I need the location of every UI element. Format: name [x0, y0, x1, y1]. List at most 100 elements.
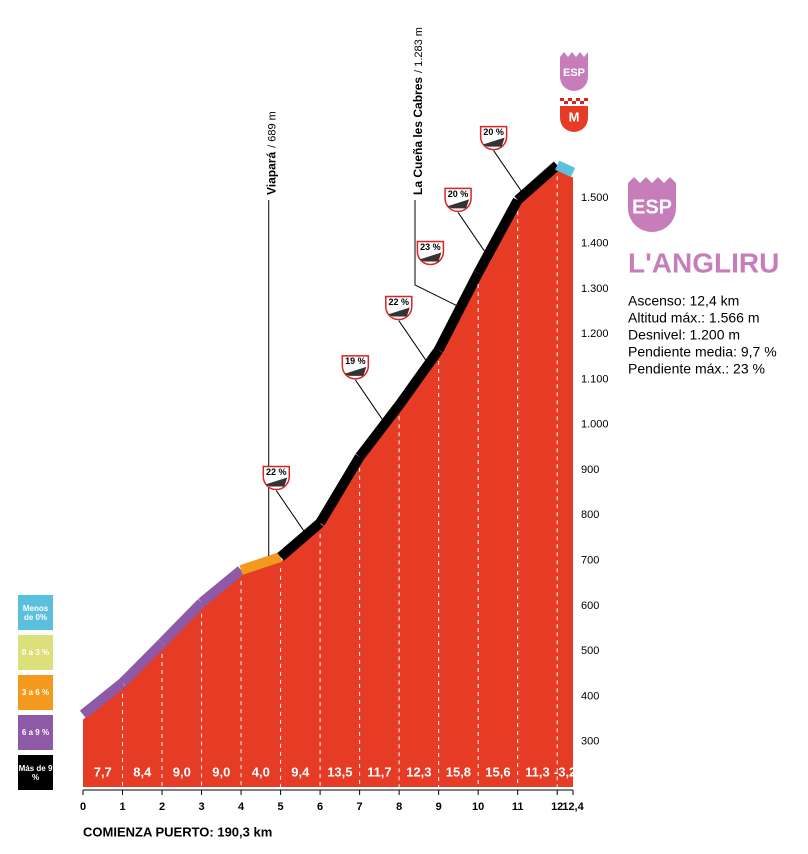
finish-badge-m-label: M — [569, 109, 580, 124]
legend-box: 0 a 3 % — [21, 648, 50, 657]
pass-label: La Cueña les Cabres / 1.283 m — [411, 27, 425, 195]
x-tick-label: 10 — [472, 801, 484, 813]
x-tick-label: 9 — [436, 801, 442, 813]
badge-slope — [447, 199, 470, 209]
legend-label: Más de 9 % — [18, 763, 53, 782]
gradient-label: 12,3 — [406, 764, 431, 779]
chart-title: L'ANGLIRU — [628, 247, 779, 278]
gradient-strip — [277, 519, 324, 561]
gradient-label: -3,2 — [554, 764, 576, 779]
gradient-label: 9,0 — [212, 764, 230, 779]
x-tick-label: 1 — [119, 801, 125, 813]
legend-label: 6 a 9 % — [21, 728, 50, 737]
gradient-label: 4,0 — [252, 764, 270, 779]
climb-badge-label: ESP — [632, 196, 672, 218]
x-tick-label: 6 — [317, 801, 323, 813]
checker — [560, 98, 564, 101]
checker — [580, 101, 584, 104]
gradient-label: 15,8 — [446, 764, 471, 779]
badge-leader — [398, 320, 428, 362]
x-tick-label: 3 — [198, 801, 204, 813]
gradient-strip — [198, 566, 245, 607]
badge-label: 22 % — [389, 297, 410, 307]
y-tick-label: 1.500 — [581, 192, 609, 204]
y-tick-label: 300 — [581, 736, 599, 748]
gradient-label: 11,7 — [367, 764, 392, 779]
y-tick-label: 1.200 — [581, 328, 609, 340]
gradient-label: 8,4 — [133, 764, 152, 779]
pass-name: La Cueña les Cabres — [411, 77, 425, 195]
gradient-strip — [239, 552, 283, 575]
y-tick-label: 900 — [581, 464, 599, 476]
legend-swatch — [18, 635, 53, 670]
checker — [568, 98, 572, 101]
checker — [572, 101, 576, 104]
badge-leader — [275, 490, 305, 532]
badge-label: 23 % — [420, 242, 441, 252]
legend-label: 0 a 3 % — [21, 648, 50, 657]
stat-line: Pendiente máx.: 23 % — [628, 361, 765, 377]
x-tick-label: 7 — [357, 801, 363, 813]
x-label: COMIENZA PUERTO: 190,3 km — [83, 824, 272, 839]
finish-badge-esp-label: ESP — [563, 67, 585, 79]
gradient-strip — [158, 599, 206, 647]
legend-swatch — [18, 715, 53, 750]
y-tick-label: 700 — [581, 554, 599, 566]
gradient-label: 9,4 — [291, 764, 310, 779]
y-tick-label: 600 — [581, 600, 599, 612]
stat-line: Desnivel: 1.200 m — [628, 327, 740, 343]
x-tick-label: 8 — [396, 801, 402, 813]
y-tick-label: 1.300 — [581, 283, 609, 295]
badge-label: 22 % — [266, 467, 287, 477]
badge-label: 19 % — [345, 356, 366, 366]
y-tick-label: 1.000 — [581, 419, 609, 431]
gradient-strip — [514, 161, 561, 204]
gradient-label: 9,0 — [173, 764, 191, 779]
pass-name: Viapará — [265, 152, 279, 195]
x-tick-label: 0 — [80, 801, 86, 813]
y-tick-label: 500 — [581, 645, 599, 657]
x-tick-label: 11 — [512, 801, 524, 813]
legend-box: Más de 9 % — [18, 763, 53, 782]
x-tick-label: 5 — [278, 801, 284, 813]
checker — [564, 101, 568, 104]
stat-line: Ascenso: 12,4 km — [628, 293, 739, 309]
gradient-label: 7,7 — [94, 764, 112, 779]
gradient-strip — [79, 678, 126, 719]
gradient-strip — [118, 639, 166, 687]
x-tick-label: 12 — [551, 801, 563, 813]
y-tick-label: 1.400 — [581, 237, 609, 249]
badge-leader — [354, 379, 384, 422]
pass-altitude: / 1.283 m — [413, 27, 425, 73]
gradient-strip — [355, 402, 404, 460]
gradient-label: 15,6 — [485, 764, 510, 779]
pass-leader — [414, 200, 459, 307]
badge-slope — [344, 366, 367, 376]
legend-box: Menos de 0% — [23, 604, 48, 622]
badge-slope — [387, 307, 410, 317]
gradient-label: 11,3 — [525, 764, 550, 779]
stat-line: Altitud máx.: 1.566 m — [628, 310, 760, 326]
badge-leader — [493, 150, 523, 192]
checker — [576, 98, 580, 101]
badge-slope — [265, 477, 288, 487]
badge-label: 20 % — [483, 127, 504, 137]
elevation-area — [83, 170, 573, 788]
y-tick-label: 800 — [581, 509, 599, 521]
legend-swatch — [18, 755, 53, 790]
x-tick-label: 2 — [159, 801, 165, 813]
y-tick-label: 1.100 — [581, 373, 609, 385]
pass-label: Viapará / 689 m — [265, 111, 279, 195]
finish-badge-m — [560, 106, 588, 132]
gradient-strip — [395, 347, 443, 409]
stat-line: Pendiente media: 9,7 % — [628, 344, 777, 360]
legend-swatch — [18, 595, 53, 630]
badge-label: 20 % — [448, 189, 469, 199]
pass-altitude: / 689 m — [267, 111, 279, 148]
legend-box: 3 a 6 % — [22, 688, 49, 697]
y-tick-label: 400 — [581, 690, 599, 702]
gradient-strip — [555, 160, 576, 177]
badge-leader — [457, 212, 487, 254]
